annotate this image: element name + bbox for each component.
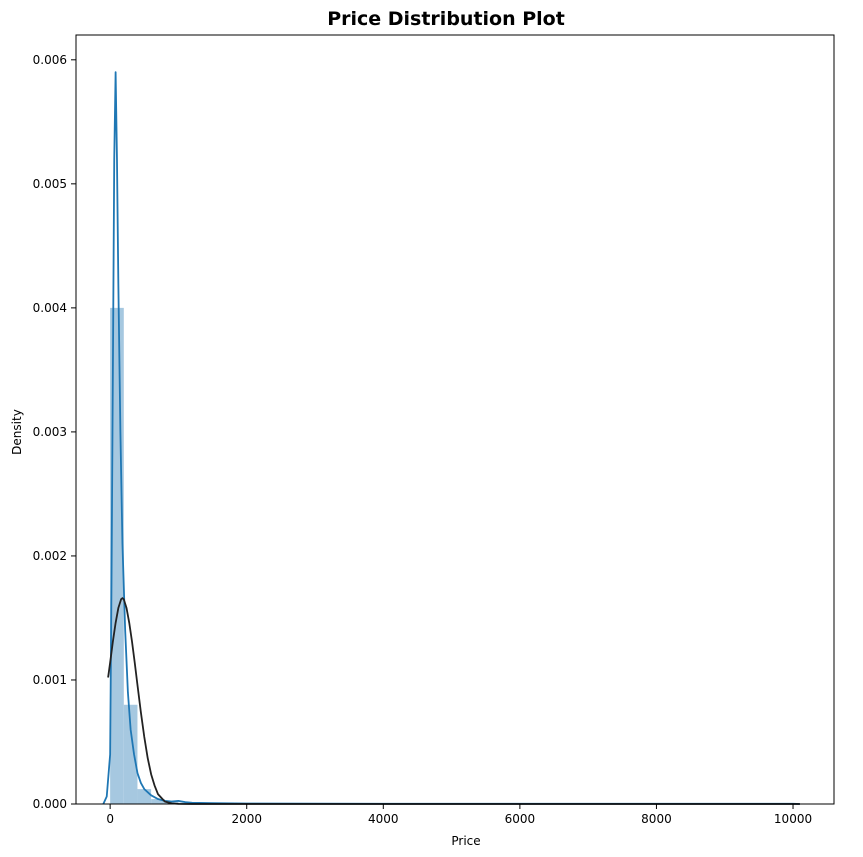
chart-title: Price Distribution Plot bbox=[327, 8, 565, 30]
histogram-bar bbox=[137, 789, 152, 804]
y-tick-label: 0.002 bbox=[33, 549, 67, 563]
y-tick-label: 0.003 bbox=[33, 425, 67, 439]
y-tick-label: 0.000 bbox=[33, 797, 67, 811]
x-axis-label: Price bbox=[451, 834, 480, 848]
x-tick-label: 8000 bbox=[641, 812, 672, 826]
y-tick-label: 0.001 bbox=[33, 673, 67, 687]
y-tick-label: 0.006 bbox=[33, 53, 67, 67]
normal-fit-line bbox=[107, 597, 800, 805]
y-tick-label: 0.004 bbox=[33, 301, 67, 315]
x-tick-label: 10000 bbox=[774, 812, 812, 826]
x-tick-label: 6000 bbox=[505, 812, 536, 826]
x-tick-label: 2000 bbox=[231, 812, 262, 826]
axes-frame bbox=[75, 34, 835, 805]
x-tick-label: 4000 bbox=[368, 812, 399, 826]
y-axis: 0.000 0.001 0.002 0.003 0.004 0.005 0.006 bbox=[33, 53, 76, 811]
kde-line bbox=[102, 71, 800, 805]
y-axis-label: Density bbox=[10, 409, 24, 455]
histogram-bar bbox=[151, 799, 165, 804]
plot-area bbox=[75, 34, 835, 805]
histogram-bars bbox=[110, 307, 794, 804]
x-axis: 0 2000 4000 6000 8000 10000 bbox=[106, 804, 812, 826]
density-lines bbox=[102, 71, 800, 805]
y-tick-label: 0.005 bbox=[33, 177, 67, 191]
x-tick-label: 0 bbox=[106, 812, 114, 826]
histogram-bar bbox=[123, 704, 138, 804]
